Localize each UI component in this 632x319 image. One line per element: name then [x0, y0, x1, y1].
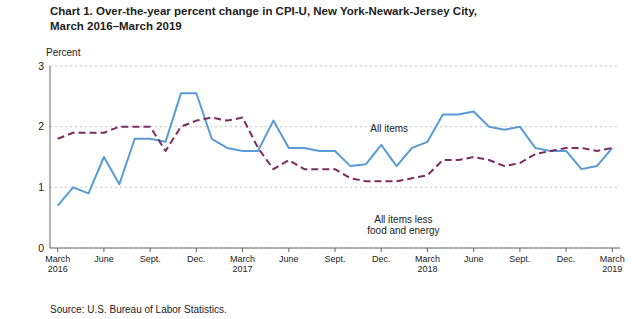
x-tick [103, 248, 104, 252]
source: Source: U.S. Bureau of Labor Statistics. [50, 304, 227, 315]
x-tick [519, 248, 520, 252]
x-tick [335, 248, 336, 252]
y-tick-label: 2 [38, 120, 44, 132]
x-tick [427, 248, 428, 252]
x-tick [288, 248, 289, 252]
chart: Chart 1. Over-the-year percent change in… [0, 0, 632, 319]
x-tick [242, 248, 243, 252]
x-tick-label: Dec. [372, 254, 391, 264]
x-tick [57, 248, 58, 252]
y-axis [50, 66, 51, 248]
x-tick [150, 248, 151, 252]
x-tick-label: June [279, 254, 299, 264]
y-tick-label: 3 [38, 60, 44, 72]
x-tick [196, 248, 197, 252]
x-tick-label: June [464, 254, 484, 264]
y-axis-label: Percent [46, 47, 81, 58]
x-tick-label: Sept. [324, 254, 345, 264]
x-tick-label: March2017 [230, 254, 255, 274]
x-tick-label: March2018 [415, 254, 440, 274]
x-tick-label: March2019 [600, 254, 625, 274]
series-label: All items lessfood and energy [367, 214, 439, 236]
grid-line [50, 66, 620, 67]
title: Chart 1. Over-the-year percent change in… [50, 5, 477, 17]
y-tick-label: 0 [38, 242, 44, 254]
grid-line [50, 187, 620, 188]
x-tick-label: Dec. [557, 254, 576, 264]
x-tick [381, 248, 382, 252]
x-tick-label: March2016 [45, 254, 70, 274]
x-tick-label: Sept. [509, 254, 530, 264]
series-label: All items [370, 123, 408, 134]
subtitle: March 2016–March 2019 [50, 20, 182, 32]
series-line [58, 118, 613, 182]
x-tick [612, 248, 613, 252]
y-tick-label: 1 [38, 181, 44, 193]
x-tick-label: Dec. [187, 254, 206, 264]
x-tick [566, 248, 567, 252]
x-tick [473, 248, 474, 252]
x-tick-label: Sept. [140, 254, 161, 264]
x-tick-label: June [94, 254, 114, 264]
plot-area [58, 93, 613, 205]
series-line [58, 93, 613, 205]
